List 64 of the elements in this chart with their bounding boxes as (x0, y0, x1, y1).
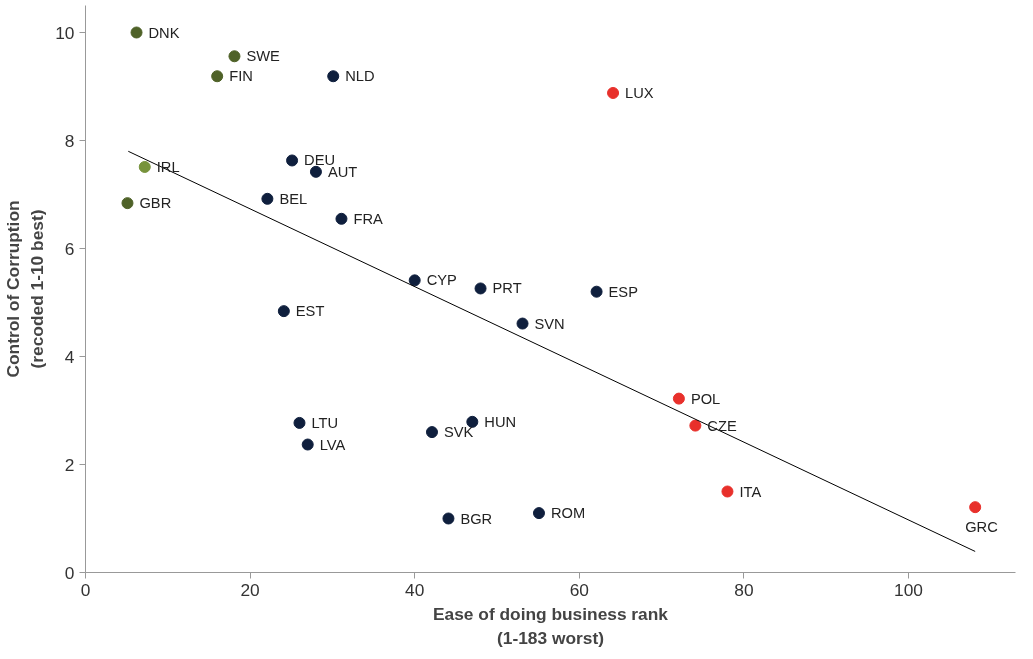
point (408, 274, 421, 287)
point (211, 70, 224, 83)
annotation: GBR (139, 195, 172, 212)
annotation: BGR (460, 510, 493, 527)
point (969, 501, 982, 514)
point (228, 50, 241, 63)
annotation: FRA (353, 210, 383, 227)
annotation: GRC (965, 519, 999, 536)
point (286, 154, 299, 167)
y-tick-label: 2 (64, 454, 75, 475)
x-tick-label: 80 (734, 579, 754, 600)
annotation: FIN (229, 68, 253, 85)
point (721, 485, 734, 498)
y-tick-label: 4 (64, 346, 75, 367)
point (689, 419, 702, 432)
point (474, 282, 487, 295)
point (309, 165, 322, 178)
x-axis-title: Ease of doing business rank (1-183 worst) (433, 603, 669, 648)
point (293, 416, 306, 429)
x-tick-label: 40 (405, 579, 425, 600)
point (335, 212, 348, 225)
annotation: HUN (484, 413, 517, 430)
point (532, 507, 545, 520)
y-tick-label: 0 (64, 562, 75, 583)
annotation: SVK (443, 424, 474, 441)
y-tick-label: 6 (64, 238, 75, 259)
point (607, 86, 620, 99)
x-tick-label: 100 (894, 579, 923, 600)
x-tick-label: 20 (240, 579, 260, 600)
annotation: EST (295, 303, 325, 320)
annotation: DNK (148, 24, 180, 41)
point (327, 70, 340, 83)
annotation: CYP (426, 272, 457, 289)
annotation: ROM (550, 505, 586, 522)
annotation: LVA (319, 436, 346, 453)
point (516, 317, 529, 330)
point (466, 415, 479, 428)
point (261, 192, 274, 205)
point (138, 160, 151, 173)
point (672, 392, 685, 405)
annotation: SWE (246, 48, 281, 65)
point (130, 26, 143, 39)
point (301, 438, 314, 451)
point (121, 197, 134, 210)
x-tick-label: 0 (80, 579, 91, 600)
annotation: NLD (345, 68, 375, 85)
point (590, 285, 603, 298)
annotation: PRT (492, 280, 522, 297)
y-tick-label: 8 (64, 130, 75, 151)
y-tick-label: 10 (55, 22, 75, 43)
annotation: ESP (608, 283, 638, 300)
annotation: LTU (311, 414, 339, 431)
annotation: CZE (707, 417, 737, 434)
x-tick-label: 60 (569, 579, 589, 600)
annotation: POL (690, 390, 721, 407)
annotation: LUX (625, 84, 654, 101)
annotation: BEL (279, 190, 308, 207)
annotation: ITA (739, 483, 762, 500)
point (442, 512, 455, 525)
annotation: IRL (156, 158, 180, 175)
annotation: SVN (534, 315, 565, 332)
y-axis-title: Control of Corruption (recoded 1-10 best) (3, 200, 48, 378)
point (277, 305, 290, 318)
point (425, 426, 438, 439)
